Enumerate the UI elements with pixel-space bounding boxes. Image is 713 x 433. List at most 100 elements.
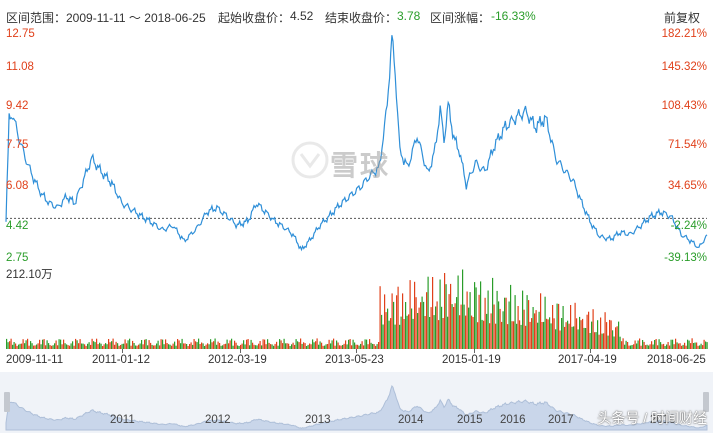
volume-bar (447, 316, 449, 349)
volume-bar (511, 321, 513, 349)
volume-bar (537, 322, 539, 349)
volume-bar (673, 344, 675, 349)
volume-bar (190, 342, 192, 349)
volume-bar (297, 341, 299, 349)
volume-bar (268, 342, 270, 349)
volume-bar (187, 346, 189, 349)
volume-bar (300, 338, 302, 349)
volume-bar (589, 333, 591, 349)
volume-bar (235, 342, 237, 349)
x-date-label: 2017-04-19 (558, 354, 617, 366)
volume-bar (321, 342, 323, 349)
price-chart[interactable] (0, 0, 713, 372)
volume-bar (582, 318, 584, 349)
volume-bar (256, 345, 258, 349)
y-right-tick: 108.43% (661, 100, 707, 112)
y-right-tick: 182.21% (661, 28, 707, 40)
range-label: 区间范围：2009-11-11 ～ 2018-06-25 (6, 11, 206, 25)
volume-bar (112, 338, 114, 349)
volume-bar (454, 303, 456, 349)
volume-bar (621, 341, 623, 349)
volume-bar (634, 340, 636, 349)
volume-bar (600, 317, 602, 349)
volume-bar (274, 343, 276, 349)
volume-bar (241, 343, 243, 349)
volume-bar (448, 294, 450, 349)
volume-bar (30, 341, 32, 349)
volume-bar (487, 290, 489, 349)
volume-bar (22, 339, 24, 349)
volume-bar (516, 323, 518, 349)
range-navigator[interactable] (0, 372, 713, 433)
volume-bar (367, 344, 369, 349)
volume-bar (661, 344, 663, 349)
volume-bar (480, 281, 482, 349)
volume-bar (583, 327, 585, 349)
navigator-left-handle[interactable] (4, 392, 10, 412)
volume-bar (87, 343, 89, 349)
y-left-tick: 2.75 (6, 252, 29, 264)
volume-bar (351, 345, 353, 349)
volume-bar (60, 339, 62, 349)
volume-bar (666, 344, 668, 349)
volume-bar (54, 343, 56, 349)
volume-bar (517, 306, 519, 349)
volume-bar (37, 343, 39, 349)
volume-bar (616, 326, 618, 349)
volume-bar (292, 342, 294, 349)
volume-bar (250, 339, 252, 349)
volume-bar (229, 340, 231, 349)
volume-bar (85, 345, 87, 349)
volume-bar (151, 344, 153, 349)
volume-bar (417, 313, 419, 349)
volume-bar (547, 319, 549, 349)
volume-bar (57, 345, 59, 349)
volume-bar (150, 342, 152, 349)
volume-bar (463, 304, 465, 349)
volume-bar (630, 345, 632, 349)
volume-bar (126, 343, 128, 349)
volume-bar (195, 341, 197, 349)
volume-bar (618, 321, 620, 349)
volume-bar (124, 339, 126, 349)
volume-bar (277, 345, 279, 349)
volume-bar (510, 284, 512, 349)
volume-bar (330, 343, 332, 349)
volume-bar (631, 345, 633, 349)
volume-bar (522, 290, 524, 349)
price-line (5, 35, 708, 252)
navigator-year-label: 2011 (110, 414, 135, 426)
volume-bar (193, 339, 195, 349)
volume-bar (550, 323, 552, 349)
volume-bar (660, 342, 662, 349)
volume-bar (357, 344, 359, 349)
volume-bar (648, 345, 650, 349)
volume-bar (228, 343, 230, 349)
volume-bar (135, 345, 137, 349)
volume-bar (388, 320, 390, 349)
volume-bar (669, 345, 671, 349)
adjust-type-button[interactable]: 前复权 (664, 11, 701, 25)
volume-max-label: 212.10万 (6, 269, 53, 281)
volume-bar (177, 339, 179, 349)
volume-bar (472, 317, 474, 349)
y-right-tick: -39.13% (664, 252, 707, 264)
volume-bar (219, 343, 221, 349)
volume-bar (531, 318, 533, 349)
navigator-year-label: 2012 (205, 414, 231, 426)
volume-bar (285, 343, 287, 349)
volume-bar (211, 342, 213, 349)
volume-bar (159, 345, 161, 349)
volume-bar (81, 343, 83, 349)
volume-bar (676, 342, 678, 349)
volume-bar (6, 338, 8, 349)
volume-bar (337, 342, 339, 349)
volume-bar (141, 340, 143, 349)
volume-bar (477, 322, 479, 349)
volume-bar (651, 341, 653, 349)
volume-bar (216, 344, 218, 349)
volume-bar (553, 318, 555, 349)
volume-bar (513, 321, 515, 349)
navigator-right-handle[interactable] (703, 392, 709, 412)
volume-bar (369, 339, 371, 349)
